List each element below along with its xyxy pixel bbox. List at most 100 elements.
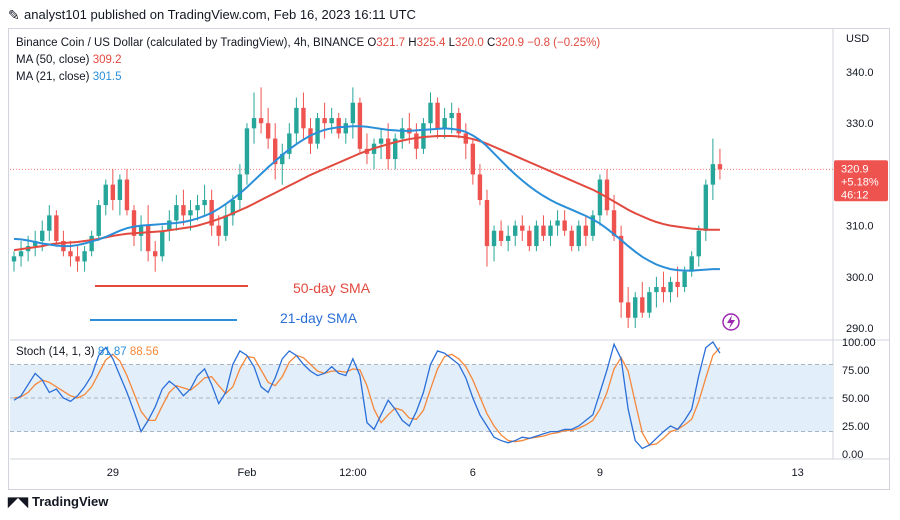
candle-body xyxy=(378,138,384,144)
candle-body xyxy=(590,215,596,236)
stoch-k-line xyxy=(13,341,721,450)
price-badge-countdown: 46:12 xyxy=(841,189,869,201)
candle-body xyxy=(40,230,45,241)
candle-body xyxy=(89,235,94,252)
candle-body xyxy=(682,271,687,288)
stoch-d-value: 88.56 xyxy=(129,346,159,358)
candle-body xyxy=(110,184,116,200)
candle-body xyxy=(336,118,341,134)
footer-brand[interactable]: ◤◥ TradingView xyxy=(8,494,108,514)
candle-body xyxy=(145,225,151,252)
candle-body xyxy=(82,251,87,262)
ma21-line xyxy=(13,125,720,272)
time-tick-label: 12:00 xyxy=(339,467,367,479)
event-marker-ring xyxy=(722,313,740,331)
stoch-k-value: 81.87 xyxy=(97,346,127,358)
price-tick-label: 310.0 xyxy=(846,221,874,233)
candle-body xyxy=(498,230,504,241)
candle-body xyxy=(477,174,483,200)
stoch-tick-label: 75.00 xyxy=(842,365,870,377)
candle-body xyxy=(54,215,59,241)
candle-body xyxy=(152,251,158,257)
stoch-tick-label: 100.00 xyxy=(842,337,876,349)
candle-body xyxy=(96,205,101,236)
candle-body xyxy=(491,230,497,247)
lightning-icon xyxy=(727,315,735,329)
candle-body xyxy=(703,184,709,231)
candle-body xyxy=(541,225,546,236)
candle-body xyxy=(265,123,271,139)
candle-body xyxy=(230,200,236,216)
ma50-legend[interactable]: MA (50, close) 309.2 xyxy=(16,54,121,66)
price-badge-change: +5.18% xyxy=(841,176,879,188)
candle-body xyxy=(167,220,172,231)
stoch-tick-label: 50.00 xyxy=(842,393,870,405)
candle-body xyxy=(449,112,454,119)
candle-body xyxy=(223,215,228,236)
price-axis: USD340.0330.0320.0310.0300.0290.0100.007… xyxy=(842,33,876,461)
ma50-line xyxy=(13,135,720,252)
tradingview-small-logo-icon: ✎ xyxy=(8,7,20,23)
candle-body xyxy=(640,297,645,313)
sma50-annotation: 50-day SMA xyxy=(293,280,371,296)
ma21-legend[interactable]: MA (21, close) 301.5 xyxy=(16,71,121,83)
event-marker xyxy=(722,313,740,331)
candle-body xyxy=(272,138,278,165)
high-value: 325.4 xyxy=(416,37,446,49)
candle-body xyxy=(350,102,356,124)
candle-body xyxy=(322,118,327,124)
candle-body xyxy=(520,225,525,231)
time-tick-label: 13 xyxy=(791,467,803,479)
stoch-tick-label: 25.00 xyxy=(842,421,870,433)
candle-body xyxy=(555,220,560,226)
time-tick-label: Feb xyxy=(237,467,256,479)
high-label: H xyxy=(408,37,417,49)
candle-body xyxy=(618,235,624,303)
candle-body xyxy=(393,138,398,160)
time-tick-label: 9 xyxy=(597,467,603,479)
ma21-value: 301.5 xyxy=(92,71,122,83)
candle-body xyxy=(315,118,320,144)
low-value: 320.0 xyxy=(454,37,484,49)
candle-body xyxy=(195,205,200,211)
candle-body xyxy=(696,230,701,257)
candle-body xyxy=(484,200,490,247)
candle-body xyxy=(329,118,334,124)
candle-body xyxy=(548,225,553,236)
candle-body xyxy=(456,112,461,134)
price-tick-label: 290.0 xyxy=(846,323,874,335)
candle-body xyxy=(47,215,52,231)
candle-body xyxy=(188,210,193,216)
candle-body xyxy=(583,225,589,236)
candle-body xyxy=(174,205,179,221)
time-tick-label: 29 xyxy=(107,467,119,479)
stoch-d-line xyxy=(13,347,721,446)
candle-body xyxy=(138,225,144,236)
candle-body xyxy=(527,230,532,247)
candle-body xyxy=(32,240,38,247)
candle-body xyxy=(287,133,292,154)
symbol-legend: Binance Coin / US Dollar (calculated by … xyxy=(16,37,600,49)
candle-body xyxy=(103,184,108,206)
open-label: O xyxy=(367,37,377,49)
low-label: L xyxy=(448,37,455,49)
candle-body xyxy=(435,102,440,129)
publisher-line: analyst101 published on TradingView.com,… xyxy=(24,7,416,22)
candle-body xyxy=(505,235,511,241)
candle-body xyxy=(647,292,652,313)
candle-body xyxy=(400,128,405,139)
stoch-tick-label: 0.00 xyxy=(842,449,863,461)
candle-body xyxy=(421,123,426,149)
candle-body xyxy=(513,225,518,236)
candle-body xyxy=(11,256,17,262)
candle-body xyxy=(569,230,574,247)
chart-frame[interactable] xyxy=(8,28,890,490)
price-tick-label: 300.0 xyxy=(846,272,874,284)
ma50-label: MA (50, close) xyxy=(16,54,90,66)
ma50-value: 309.2 xyxy=(92,54,122,66)
sma21-annotation: 21-day SMA xyxy=(280,310,358,326)
candle-body xyxy=(244,128,250,175)
stoch-legend[interactable]: Stoch (14, 1, 3) 81.87 88.56 xyxy=(16,346,159,358)
time-tick-label: 6 xyxy=(470,467,476,479)
